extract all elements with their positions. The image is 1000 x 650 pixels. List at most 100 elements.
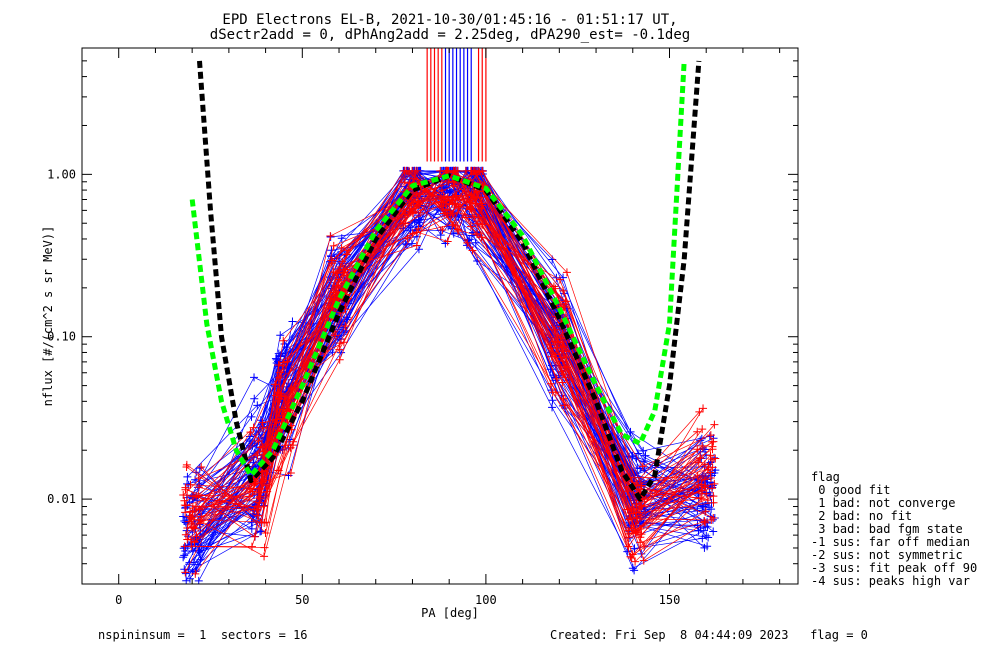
red-marker	[706, 451, 715, 460]
red-marker	[453, 225, 462, 234]
red-marker	[260, 543, 269, 552]
red-marker	[628, 550, 637, 559]
blue-marker	[191, 475, 200, 484]
legend-item: 0 good fit	[811, 483, 890, 497]
red-marker	[706, 473, 715, 482]
y-tick-label: 1.00	[47, 167, 76, 181]
blue-marker	[280, 339, 289, 348]
red-marker	[414, 224, 423, 233]
red-marker	[711, 454, 720, 463]
footer-right: Created: Fri Sep 8 04:44:09 2023 flag = …	[550, 628, 868, 642]
red-marker	[408, 229, 417, 238]
red-marker	[259, 502, 268, 511]
blue-marker	[183, 479, 192, 488]
red-marker	[246, 428, 255, 437]
red-marker	[190, 537, 199, 546]
legend-item: -2 sus: not symmetric	[811, 548, 963, 562]
red-marker	[437, 186, 446, 195]
red-marker	[698, 425, 707, 434]
red-marker	[468, 246, 477, 255]
red-marker	[555, 275, 564, 284]
red-trace	[193, 185, 713, 535]
red-marker	[710, 420, 719, 429]
red-trace	[198, 170, 708, 488]
red-marker	[250, 532, 259, 541]
chart-title-line1: EPD Electrons EL-B, 2021-10-30/01:45:16 …	[222, 12, 677, 28]
red-marker	[558, 378, 567, 387]
red-marker	[412, 241, 421, 250]
plot-area	[179, 48, 720, 584]
red-marker	[470, 192, 479, 201]
red-marker	[638, 462, 647, 471]
red-marker	[707, 515, 716, 524]
x-tick-label: 0	[115, 593, 122, 607]
red-marker	[329, 241, 338, 250]
red-marker	[327, 256, 336, 265]
red-marker	[188, 507, 197, 516]
blue-marker	[179, 553, 188, 562]
red-marker	[261, 481, 270, 490]
red-vertical-lines	[426, 48, 487, 162]
blue-marker	[630, 544, 639, 553]
plot-frame	[81, 47, 799, 585]
red-marker	[339, 338, 348, 347]
legend: flag 0 good fit 1 bad: not converge 2 ba…	[811, 470, 977, 588]
red-marker	[445, 200, 454, 209]
legend-item: 1 bad: not converge	[811, 496, 956, 510]
red-marker	[186, 480, 195, 489]
blue-trace	[188, 170, 702, 571]
red-marker	[709, 437, 718, 446]
red-marker	[260, 552, 269, 561]
red-marker	[409, 209, 418, 218]
red-marker	[441, 196, 450, 205]
x-axis-label: PA [deg]	[421, 606, 479, 620]
blue-marker	[407, 239, 416, 248]
red-marker	[261, 529, 270, 538]
red-marker	[275, 368, 284, 377]
blue-marker	[449, 229, 458, 238]
red-marker	[184, 517, 193, 526]
blue-marker	[641, 451, 650, 460]
red-marker	[438, 226, 447, 235]
red-trace	[198, 170, 706, 562]
red-marker	[551, 284, 560, 293]
red-marker	[334, 275, 343, 284]
blue-marker	[467, 231, 476, 240]
red-marker	[470, 213, 479, 222]
red-marker	[273, 388, 282, 397]
red-marker	[249, 423, 258, 432]
blue-marker	[703, 523, 712, 532]
red-marker	[710, 479, 719, 488]
red-marker	[700, 517, 709, 526]
red-marker	[182, 460, 191, 469]
red-marker	[559, 302, 568, 311]
blue-marker	[699, 526, 708, 535]
red-marker	[326, 232, 335, 241]
footer-left: nspininsum = 1 sectors = 16	[98, 628, 308, 642]
red-marker	[342, 250, 351, 259]
red-trace	[182, 170, 713, 496]
legend-item: -3 sus: fit peak off 90	[811, 561, 977, 575]
blue-marker	[179, 544, 188, 553]
red-marker	[194, 474, 203, 483]
blue-marker	[253, 401, 262, 410]
red-marker	[253, 451, 262, 460]
blue-marker	[707, 505, 716, 514]
red-marker	[697, 489, 706, 498]
blue-marker	[282, 343, 291, 352]
red-marker	[258, 418, 267, 427]
red-marker	[181, 530, 190, 539]
blue-marker	[703, 542, 712, 551]
blue-marker	[288, 317, 297, 326]
red-marker	[700, 475, 709, 484]
blue-marker	[337, 234, 346, 243]
red-marker	[696, 453, 705, 462]
red-marker	[702, 489, 711, 498]
red-marker	[274, 361, 283, 370]
x-tick-label: 150	[659, 593, 681, 607]
legend-item: 3 bad: bad fgm state	[811, 522, 963, 536]
blue-marker	[250, 394, 259, 403]
red-marker	[259, 423, 268, 432]
red-marker	[259, 447, 268, 456]
red-marker	[452, 191, 461, 200]
